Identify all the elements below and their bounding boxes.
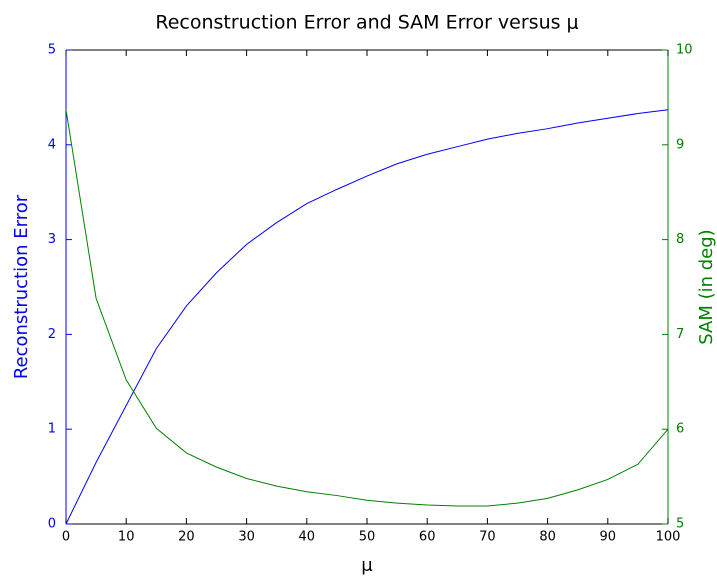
- y2-tick-label: 9: [676, 137, 684, 152]
- y2-tick-label: 10: [676, 43, 693, 58]
- y2-tick-label: 6: [676, 422, 684, 437]
- y-tick-label: 0: [48, 517, 56, 532]
- x-axis-label: μ: [361, 555, 373, 576]
- y-axis-label: Reconstruction Error: [11, 194, 32, 379]
- x-tick-label: 60: [419, 530, 436, 545]
- x-tick-label: 70: [479, 530, 496, 545]
- x-tick-label: 90: [600, 530, 617, 545]
- y2-tick-label: 7: [676, 327, 684, 342]
- x-tick-label: 10: [118, 530, 135, 545]
- y-tick-label: 1: [48, 422, 56, 437]
- x-tick-label: 0: [62, 530, 70, 545]
- chart-title: Reconstruction Error and SAM Error versu…: [155, 12, 578, 34]
- y2-tick-label: 5: [676, 517, 684, 532]
- y-tick-label: 2: [48, 327, 56, 342]
- x-tick-label: 40: [299, 530, 316, 545]
- y-tick-label: 5: [48, 43, 56, 58]
- x-tick-label: 80: [539, 530, 556, 545]
- x-tick-label: 20: [178, 530, 195, 545]
- series-line: [65, 109, 669, 507]
- x-tick-label: 100: [656, 530, 681, 545]
- y-tick-label: 3: [48, 232, 56, 247]
- y2-tick-label: 8: [676, 232, 684, 247]
- y2-axis-label: SAM (in deg): [696, 229, 717, 344]
- x-tick-label: 50: [359, 530, 376, 545]
- x-tick-label: 30: [238, 530, 255, 545]
- series-line: [65, 109, 669, 525]
- y-tick-label: 4: [48, 137, 56, 152]
